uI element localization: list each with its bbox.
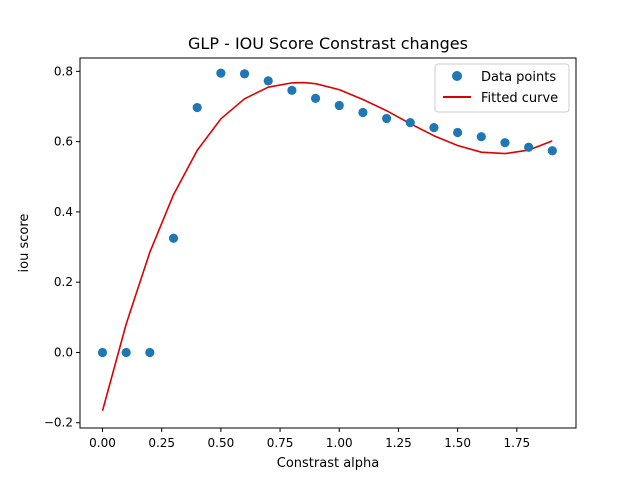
x-axis-ticks: 0.00 0.25 0.50 0.75 1.00 1.25 1.50 1.75: [89, 428, 530, 450]
x-tick-label: 1.75: [503, 436, 530, 450]
data-point: [192, 102, 202, 113]
data-point: [524, 142, 534, 152]
y-axis-label: iou score: [17, 214, 32, 273]
y-axis-ticks: −0.2 0.0 0.2 0.4 0.6 0.8: [44, 64, 80, 430]
data-point: [358, 107, 368, 118]
y-tick-label: 0.2: [54, 275, 73, 289]
x-axis-label: Constrast alpha: [277, 456, 380, 471]
chart-title: GLP - IOU Score Constrast changes: [188, 34, 468, 53]
legend-box: [434, 63, 570, 113]
data-point: [168, 233, 179, 243]
x-tick-label: 0.00: [89, 436, 116, 450]
x-tick-label: 0.25: [148, 436, 175, 450]
fitted-curve-line: [101, 81, 553, 412]
x-tick-label: 1.25: [385, 436, 412, 450]
data-point: [500, 138, 510, 148]
x-tick-label: 0.50: [208, 436, 235, 450]
data-point: [381, 113, 392, 124]
data-points-layer: [97, 68, 557, 358]
data-point: [239, 69, 250, 79]
y-tick-label: 0.8: [54, 64, 73, 78]
y-tick-label: −0.2: [44, 416, 73, 430]
data-point: [263, 76, 273, 86]
data-point: [121, 347, 131, 358]
data-point: [405, 118, 415, 128]
data-point: [429, 122, 439, 133]
data-point: [145, 347, 155, 358]
legend-label-data-points: Data points: [481, 70, 556, 85]
legend-label-fitted-curve: Fitted curve: [481, 91, 558, 106]
x-tick-label: 0.75: [267, 436, 294, 450]
data-point: [310, 93, 321, 104]
data-point: [216, 68, 226, 78]
y-tick-label: 0.4: [54, 205, 73, 219]
legend-marker-data-points: [452, 71, 462, 81]
legend: Data points Fitted curve: [434, 63, 570, 113]
plot-area: 0.00 0.25 0.50 0.75 1.00 1.25 1.50 1.75 −0.2 0.0…: [44, 57, 577, 450]
plot-frame: [79, 57, 577, 429]
x-tick-label: 1.50: [444, 436, 471, 450]
data-point: [334, 100, 344, 111]
y-tick-label: 0.0: [54, 345, 73, 359]
data-point: [97, 347, 108, 358]
x-tick-label: 1.00: [326, 436, 353, 450]
fitted-curve-layer: [101, 81, 553, 412]
data-point: [547, 146, 557, 156]
data-point: [453, 127, 463, 138]
y-tick-label: 0.6: [54, 135, 73, 149]
data-point: [287, 85, 297, 95]
data-point: [476, 132, 486, 142]
